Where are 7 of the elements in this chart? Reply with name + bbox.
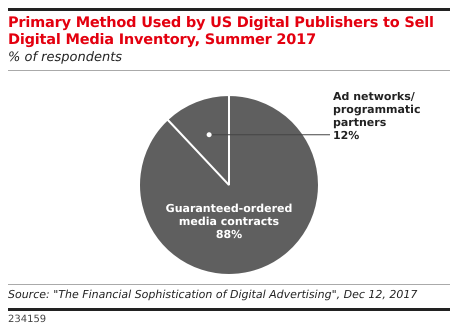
text: 234159: [8, 314, 48, 325]
chart-subtitle: % of respondents: [8, 49, 124, 66]
slice-label: Guaranteed-ordered media contracts: [166, 202, 292, 228]
data-label: 12%: [333, 128, 360, 142]
chart-title: Primary Method Used by US Digital Publishers to Sell Digital Media Inventory, Summer 2017: [8, 15, 435, 49]
source-note: Source: "The Financial Sophistication of Digital Advertising", Dec 12, 2017: [8, 288, 418, 302]
data-label: 88%: [216, 228, 242, 241]
